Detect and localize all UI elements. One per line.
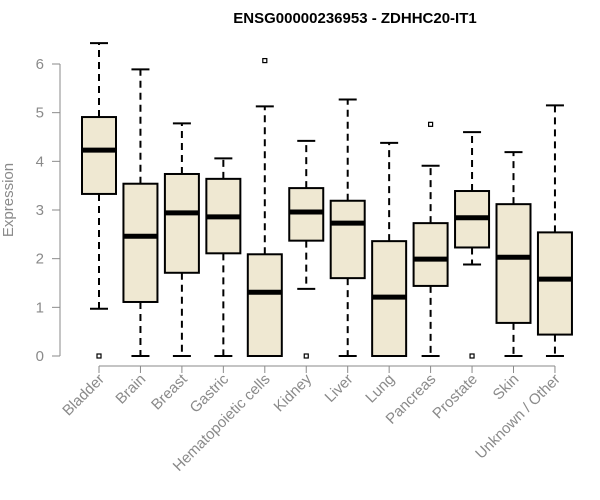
outlier-point <box>428 121 434 127</box>
outlier-point <box>469 353 475 359</box>
x-tick-label: Liver <box>322 371 357 406</box>
y-axis: 0 1 2 3 4 5 6 <box>36 56 61 365</box>
y-tick-label: 6 <box>36 56 44 73</box>
x-tick-label: Brain <box>112 371 149 408</box>
outlier-point <box>303 353 309 359</box>
box-skin <box>495 151 532 357</box>
y-tick-label: 4 <box>36 153 44 170</box>
x-tick-label: Skin <box>490 371 523 404</box>
box-gastric <box>205 157 242 357</box>
box-brain <box>122 68 159 357</box>
box-iqr <box>412 222 449 287</box>
chart-title: ENSG00000236953 - ZDHHC20-IT1 <box>233 10 476 27</box>
box-unknown-other <box>536 104 573 357</box>
x-tick-label: Kidney <box>271 370 316 415</box>
y-tick-label: 0 <box>36 348 44 365</box>
box-liver <box>329 98 366 357</box>
box-iqr <box>81 116 117 195</box>
boxes-layer <box>81 42 573 359</box>
x-tick-label: Bladder <box>59 371 108 420</box>
y-axis-label: Expression <box>0 163 17 237</box>
x-tick-label: Breast <box>148 370 191 413</box>
y-tick-label: 3 <box>36 202 44 219</box>
box-iqr <box>122 182 159 303</box>
box-breast <box>163 122 200 357</box>
box-iqr <box>246 253 283 357</box>
box-iqr <box>329 199 366 280</box>
box-pancreas <box>412 121 449 357</box>
y-tick-label: 5 <box>36 105 44 122</box>
box-iqr <box>163 172 200 274</box>
box-kidney <box>288 139 325 359</box>
x-tick-label: Lung <box>362 371 398 407</box>
y-tick-label: 1 <box>36 299 44 316</box>
box-prostate <box>454 131 491 359</box>
x-tick-label: Prostate <box>429 371 481 423</box>
box-lung <box>371 141 408 357</box>
box-iqr <box>536 231 573 336</box>
outlier-point <box>262 57 268 64</box>
box-bladder <box>81 42 117 359</box>
outlier-point <box>96 353 102 359</box>
box-iqr <box>495 203 532 324</box>
y-tick-label: 2 <box>36 251 44 268</box>
box-hematopoietic-cells <box>246 57 283 357</box>
